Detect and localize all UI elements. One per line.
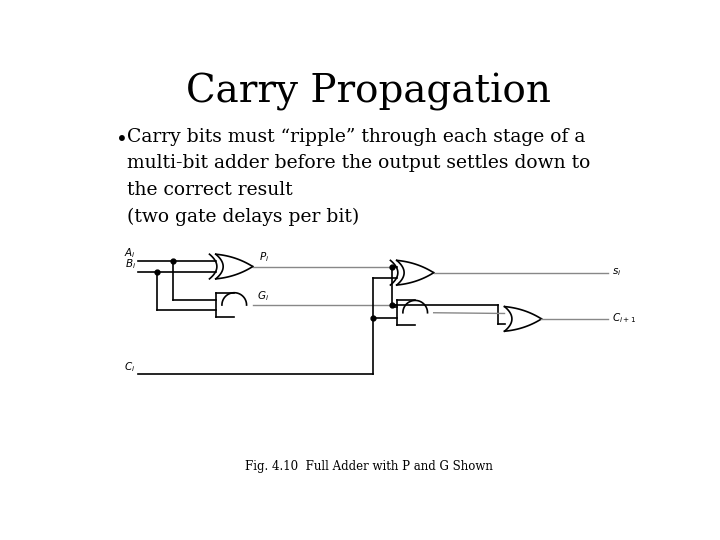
Text: $A_i$: $A_i$ <box>124 247 135 260</box>
Text: $C_i$: $C_i$ <box>125 360 135 374</box>
Text: Carry Propagation: Carry Propagation <box>186 73 552 111</box>
Text: $C_{i+1}$: $C_{i+1}$ <box>611 311 636 325</box>
Text: $s_i$: $s_i$ <box>611 266 621 278</box>
Text: $B_i$: $B_i$ <box>125 258 135 271</box>
Text: Carry bits must “ripple” through each stage of a
multi-bit adder before the outp: Carry bits must “ripple” through each st… <box>127 128 590 226</box>
Text: •: • <box>117 130 128 149</box>
Text: $G_i$: $G_i$ <box>256 289 269 303</box>
Text: $P_i$: $P_i$ <box>259 251 269 264</box>
Text: Fig. 4.10  Full Adder with P and G Shown: Fig. 4.10 Full Adder with P and G Shown <box>245 460 493 473</box>
